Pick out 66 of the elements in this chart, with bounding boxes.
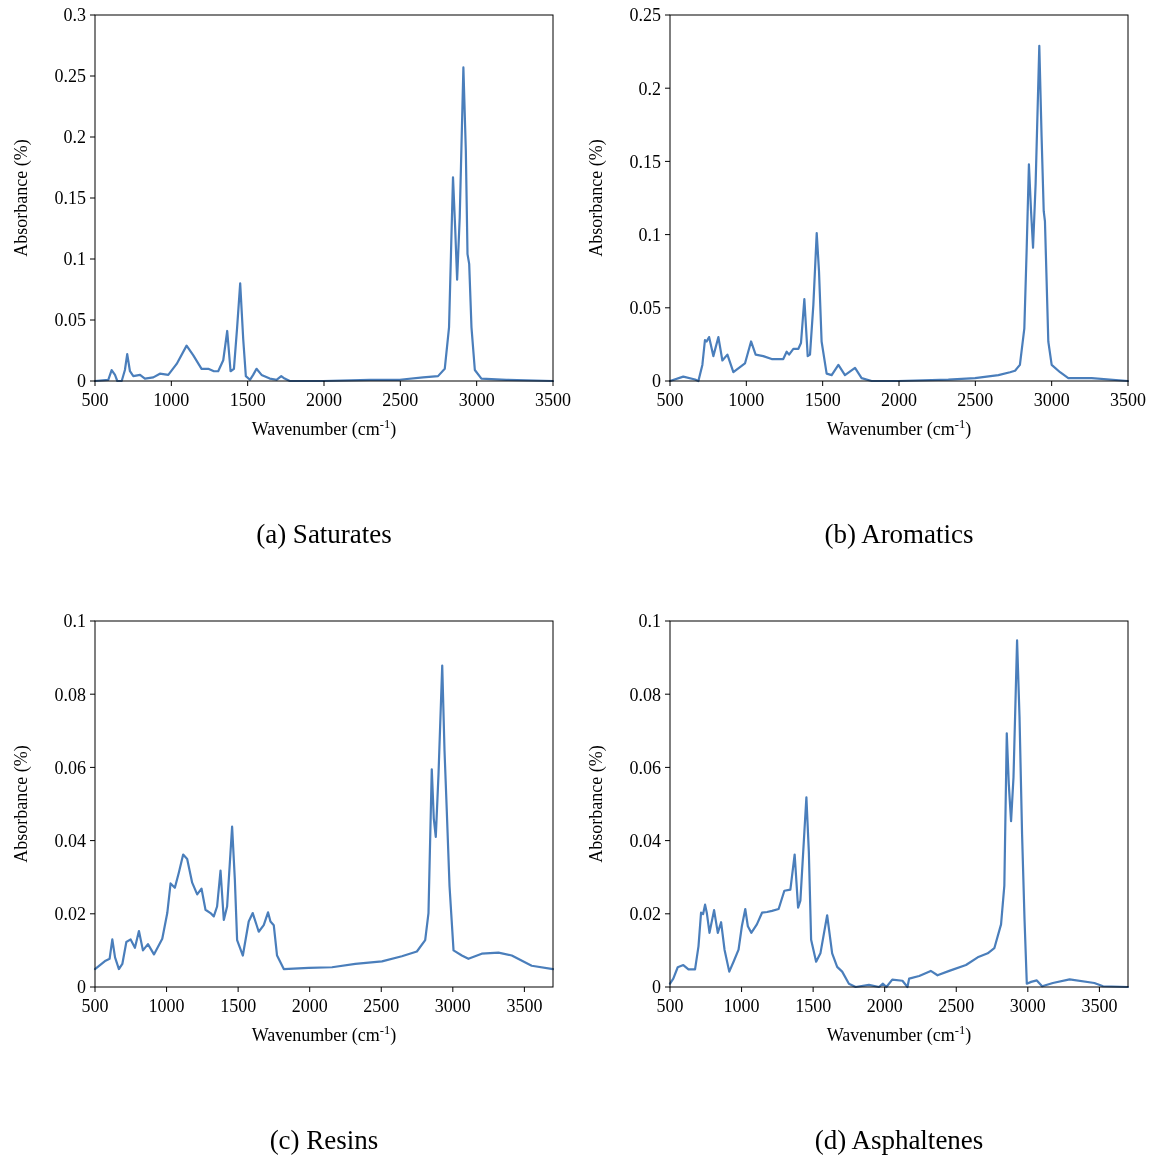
y-tick-label: 0.05 — [54, 310, 86, 331]
x-tick-label: 3000 — [1009, 996, 1046, 1016]
x-tick-label: 2000 — [306, 390, 342, 410]
y-tick-label: 0.1 — [63, 249, 86, 270]
x-tick-label: 1000 — [148, 996, 185, 1016]
x-tick-label: 3000 — [434, 996, 471, 1016]
text: (b) Aromatics — [824, 519, 974, 549]
line-series — [93, 664, 555, 971]
y-tick-label: 0.25 — [629, 5, 661, 26]
x-tick-label: 500 — [656, 390, 684, 410]
y-tick-label: 0.02 — [629, 904, 661, 925]
x-tick-label: 3500 — [535, 390, 571, 410]
x-tick-label: 1500 — [220, 996, 257, 1016]
text: (d) Asphaltenes — [814, 1125, 984, 1155]
y-tick-label: 0.05 — [629, 298, 661, 319]
x-axis-title: Wavenumber (cm$^{-1}$) — [251, 1023, 397, 1046]
y-tick-label: 0 — [77, 371, 86, 392]
text: (c) Resins — [269, 1125, 379, 1155]
y-tick-label: 0.3 — [63, 5, 86, 26]
x-tick-label: 2500 — [938, 996, 975, 1016]
y-tick-label: 0.15 — [54, 188, 86, 209]
x-tick-label: 3000 — [458, 390, 495, 410]
y-tick-label: 0 — [77, 977, 86, 998]
y-tick-label: 0.04 — [54, 830, 86, 851]
x-tick-label: 500 — [81, 390, 109, 410]
x-tick-label: 3500 — [1110, 390, 1146, 410]
x-tick-label: 3500 — [1081, 996, 1118, 1016]
y-tick-label: 0.1 — [638, 224, 661, 245]
y-axis-title: Absorbance (%) — [586, 139, 607, 257]
x-axis-title: Wavenumber (cm$^{-1}$) — [251, 417, 397, 440]
y-tick-label: 0.06 — [54, 757, 86, 778]
y-tick-label: 0.02 — [54, 904, 86, 925]
y-tick-label: 0.1 — [638, 611, 661, 632]
y-tick-label: 0.15 — [629, 151, 661, 172]
y-axis-title: Absorbance (%) — [11, 745, 32, 863]
x-tick-label: 500 — [81, 996, 109, 1016]
y-tick-label: 0.06 — [629, 757, 661, 778]
y-tick-label: 0.04 — [629, 830, 661, 851]
y-tick-label: 0.25 — [54, 66, 86, 87]
x-tick-label: 500 — [656, 996, 684, 1016]
x-tick-label: 1500 — [804, 390, 841, 410]
y-tick-label: 0.1 — [63, 611, 86, 632]
x-tick-label: 1000 — [728, 390, 765, 410]
x-tick-label: 3500 — [506, 996, 543, 1016]
y-tick-label: 0.2 — [63, 127, 86, 148]
y-axis-title: Absorbance (%) — [586, 745, 607, 863]
x-tick-label: 3000 — [1033, 390, 1070, 410]
x-tick-label: 2000 — [866, 996, 903, 1016]
x-axis-title: Wavenumber (cm$^{-1}$) — [826, 417, 972, 440]
y-tick-label: 0.08 — [54, 684, 86, 705]
x-tick-label: 2000 — [291, 996, 328, 1016]
text: (a) Saturates — [256, 519, 392, 549]
y-tick-label: 0.2 — [638, 78, 661, 99]
x-tick-label: 1500 — [229, 390, 266, 410]
x-tick-label: 1000 — [153, 390, 190, 410]
x-tick-label: 1000 — [723, 996, 760, 1016]
y-tick-label: 0 — [652, 371, 661, 392]
y-tick-label: 0.08 — [629, 684, 661, 705]
x-tick-label: 1500 — [795, 996, 832, 1016]
x-tick-label: 2500 — [382, 390, 419, 410]
y-axis-title: Absorbance (%) — [11, 139, 32, 257]
x-tick-label: 2000 — [881, 390, 917, 410]
y-tick-label: 0 — [652, 977, 661, 998]
x-tick-label: 2500 — [957, 390, 994, 410]
x-axis-title: Wavenumber (cm$^{-1}$) — [826, 1023, 972, 1046]
x-tick-label: 2500 — [363, 996, 400, 1016]
